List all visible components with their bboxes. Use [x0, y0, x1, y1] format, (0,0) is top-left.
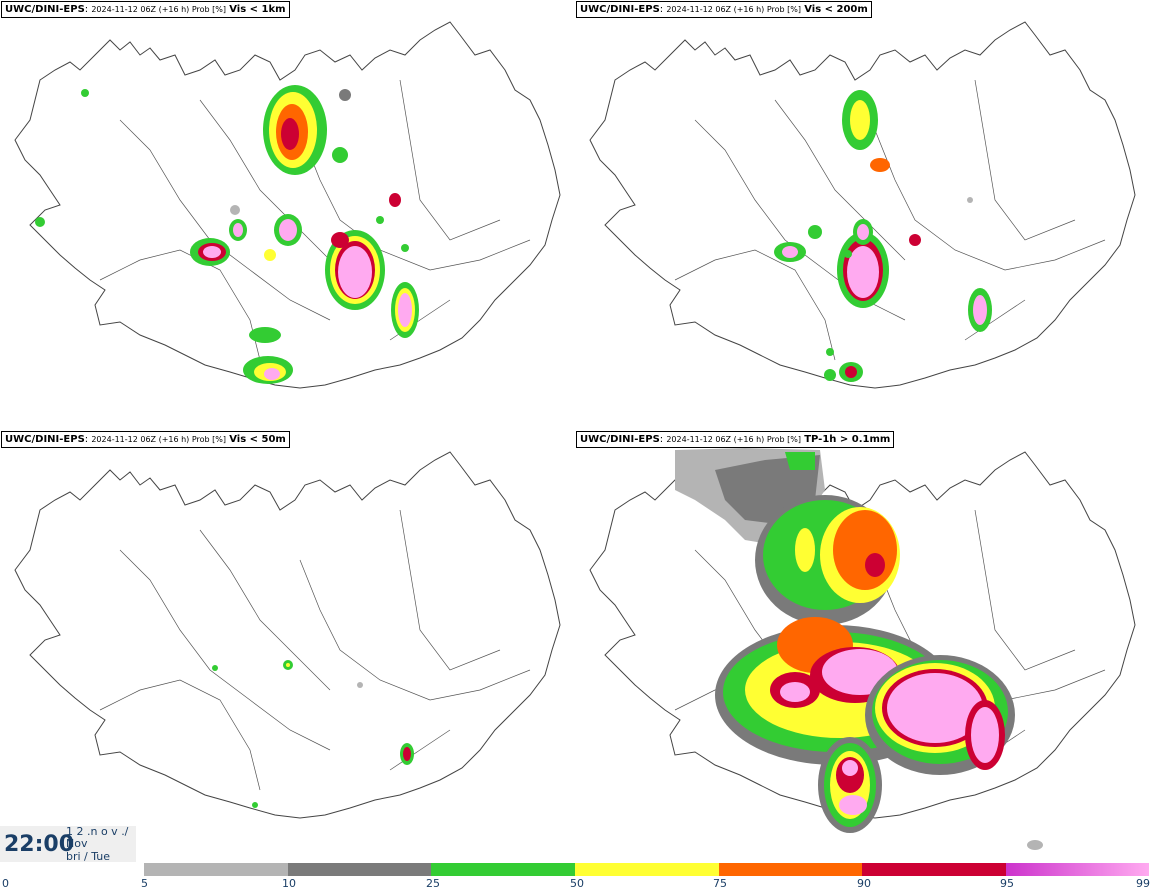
valid-time-box: 22:00 1 2 .n o v ./ Nov bri / Tue	[0, 825, 136, 863]
legend-swatch	[288, 863, 431, 876]
valid-time: 22:00	[4, 832, 75, 857]
map-canvas	[589, 21, 1136, 389]
panel-title: UWC/DINI-EPS: 2024-11-12 06Z (+16 h) Pro…	[576, 431, 895, 448]
legend-swatch	[719, 863, 862, 876]
map-panel-vis-50m: UWC/DINI-EPS: 2024-11-12 06Z (+16 h) Pro…	[0, 430, 575, 860]
legend-swatch	[575, 863, 719, 876]
legend-tick: 50	[570, 877, 584, 890]
legend-tick: 95	[1000, 877, 1014, 890]
map-canvas	[14, 451, 561, 819]
probability-fields	[35, 85, 419, 384]
probability-fields	[774, 90, 992, 382]
map-canvas	[589, 448, 1136, 850]
legend-swatch	[862, 863, 1006, 876]
run-info: 2024-11-12 06Z (+16 h) Prob [%]	[91, 5, 227, 14]
legend-tick: 75	[713, 877, 727, 890]
panel-title: UWC/DINI-EPS: 2024-11-12 06Z (+16 h) Pro…	[576, 1, 872, 18]
map-panel-vis-1km: UWC/DINI-EPS: 2024-11-12 06Z (+16 h) Pro…	[0, 0, 575, 430]
legend-tick: 5	[141, 877, 148, 890]
parameter-label: Vis < 1km	[229, 4, 286, 15]
parameter-label: TP-1h > 0.1mm	[804, 434, 891, 445]
date-line-1: 1 2 .n o v ./	[66, 825, 129, 838]
panel-title: UWC/DINI-EPS: 2024-11-12 06Z (+16 h) Pro…	[1, 1, 290, 18]
map-panel-tp-1h: UWC/DINI-EPS: 2024-11-12 06Z (+16 h) Pro…	[575, 430, 1150, 860]
run-info: 2024-11-12 06Z (+16 h) Prob [%]	[91, 435, 227, 444]
legend-tick: 99	[1136, 877, 1150, 890]
run-info: 2024-11-12 06Z (+16 h) Prob [%]	[666, 5, 802, 14]
map-panel-vis-200m: UWC/DINI-EPS: 2024-11-12 06Z (+16 h) Pro…	[575, 0, 1150, 430]
model-name: UWC/DINI-EPS	[580, 434, 660, 445]
parameter-label: Vis < 200m	[804, 4, 868, 15]
legend-tick: 90	[857, 877, 871, 890]
color-legend	[144, 863, 1150, 876]
date-line-2: Nov	[66, 837, 88, 850]
probability-fields	[212, 660, 414, 808]
legend-swatch	[144, 863, 288, 876]
model-name: UWC/DINI-EPS	[5, 434, 85, 445]
panel-title: UWC/DINI-EPS: 2024-11-12 06Z (+16 h) Pro…	[1, 431, 290, 448]
probability-fields	[675, 448, 1043, 850]
map-canvas	[14, 21, 561, 389]
model-name: UWC/DINI-EPS	[5, 4, 85, 15]
legend-tick: 25	[426, 877, 440, 890]
run-info: 2024-11-12 06Z (+16 h) Prob [%]	[666, 435, 802, 444]
legend-tick: 0	[2, 877, 9, 890]
date-line-3: bri / Tue	[66, 850, 111, 863]
parameter-label: Vis < 50m	[229, 434, 286, 445]
model-name: UWC/DINI-EPS	[580, 4, 660, 15]
legend-tick: 10	[282, 877, 296, 890]
legend-swatch	[431, 863, 575, 876]
legend-swatch	[1006, 863, 1149, 876]
